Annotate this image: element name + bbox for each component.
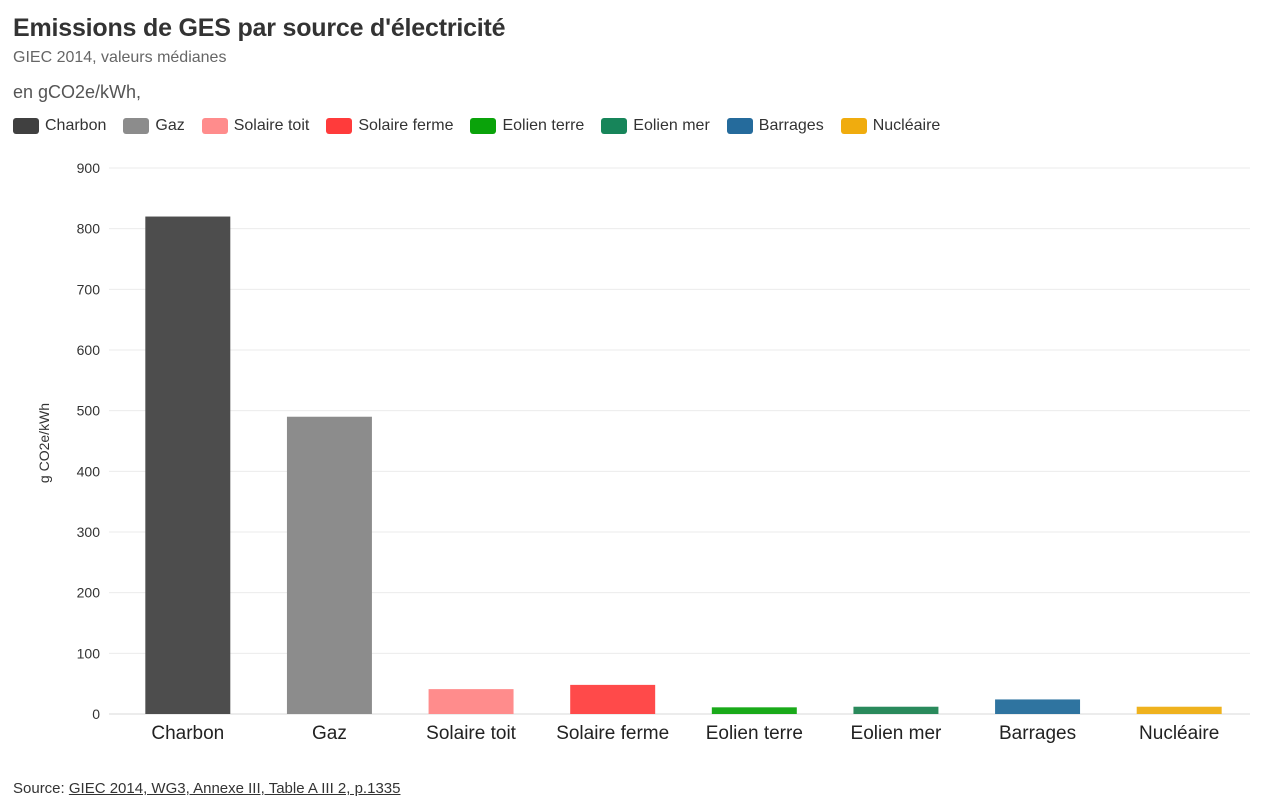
legend-item[interactable]: Solaire ferme (326, 117, 453, 135)
legend-label: Charbon (45, 117, 107, 134)
legend-item[interactable]: Nucléaire (840, 117, 941, 135)
legend-item[interactable]: Eolien terre (470, 117, 584, 135)
legend-item[interactable]: Gaz (123, 117, 185, 135)
y-tick-label: 300 (77, 524, 101, 540)
y-tick-label: 500 (77, 403, 101, 419)
x-tick-label: Eolien terre (706, 723, 803, 744)
legend-label: Nucléaire (872, 117, 941, 134)
legend-swatch (201, 118, 228, 134)
legend-label: Solaire toit (233, 117, 310, 134)
bar-nucl-aire[interactable] (1136, 706, 1222, 714)
x-tick-label: Solaire ferme (556, 723, 669, 744)
y-tick-label: 600 (77, 342, 101, 358)
y-axis-title: g CO2e/kWh (36, 403, 52, 483)
legend-item[interactable]: Barrages (726, 117, 824, 135)
y-tick-label: 900 (77, 160, 101, 176)
bar-charbon[interactable] (145, 216, 231, 714)
legend-swatch (726, 118, 753, 134)
y-tick-label: 100 (77, 645, 101, 661)
source-prefix: Source: (13, 780, 69, 797)
chart-subtitle: GIEC 2014, valeurs médianes (13, 49, 227, 66)
legend-item[interactable]: Solaire toit (201, 117, 310, 135)
legend-swatch (13, 118, 39, 134)
legend: Charbon Gaz Solaire toit Solaire ferme Eolie… (13, 117, 957, 135)
y-tick-label: 700 (77, 281, 101, 297)
x-tick-label: Charbon (151, 723, 224, 744)
y-tick-label: 800 (77, 221, 101, 237)
legend-swatch (470, 118, 497, 134)
legend-label: Eolien terre (502, 117, 585, 134)
bar-solaire-toit[interactable] (428, 689, 514, 714)
y-tick-label: 200 (77, 585, 101, 601)
x-tick-label: Gaz (312, 723, 347, 744)
bar-eolien-terre[interactable] (711, 707, 797, 714)
unit-label: en gCO2e/kWh, (13, 82, 142, 102)
x-tick-label: Nucléaire (1139, 723, 1219, 744)
legend-item[interactable]: Charbon (13, 117, 106, 135)
legend-label: Gaz (155, 117, 185, 134)
y-tick-label: 400 (77, 463, 101, 479)
legend-swatch (123, 118, 150, 134)
bar-chart: 0 100 200 300 400 500 600 700 800 900 g CO2e/kWh Ch… (36, 160, 1250, 744)
source-link[interactable]: GIEC 2014, WG3, Annexe III, Table A III … (68, 780, 401, 797)
legend-swatch (326, 118, 353, 134)
legend-label: Barrages (758, 117, 824, 134)
bar-solaire-ferme[interactable] (570, 684, 656, 714)
legend-item[interactable]: Eolien mer (601, 117, 710, 135)
legend-swatch (840, 118, 867, 134)
source-note: Source: GIEC 2014, WG3, Annexe III, Tabl… (13, 780, 400, 797)
bar-gaz[interactable] (286, 416, 372, 714)
x-tick-label: Solaire toit (426, 723, 516, 744)
x-tick-label: Eolien mer (851, 723, 942, 744)
legend-label: Eolien mer (633, 117, 710, 134)
y-tick-label: 0 (92, 706, 100, 722)
legend-swatch (601, 118, 628, 134)
chart-title: Emissions de GES par source d'électricit… (13, 14, 506, 42)
bar-barrages[interactable] (995, 699, 1081, 714)
bar-eolien-mer[interactable] (853, 706, 939, 714)
x-tick-label: Barrages (999, 723, 1076, 744)
legend-label: Solaire ferme (358, 117, 454, 134)
